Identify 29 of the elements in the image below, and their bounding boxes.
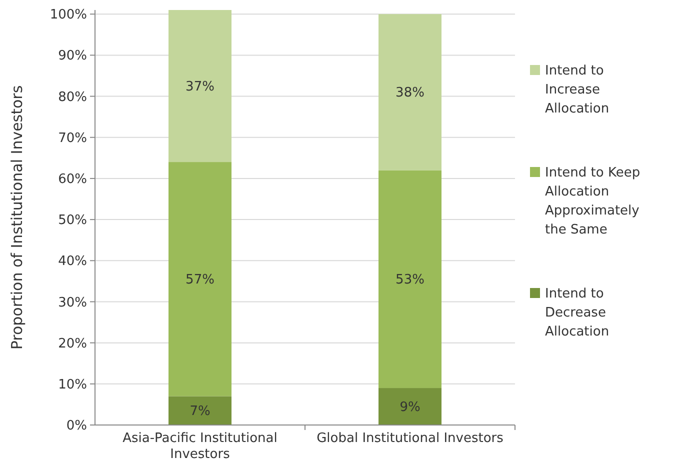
- y-tick-label: 60%: [58, 172, 87, 188]
- data-label: 9%: [400, 400, 420, 416]
- y-tick-label: 100%: [50, 8, 87, 23]
- legend-label: Intend to Increase Allocation: [545, 64, 610, 117]
- y-tick-label: 80%: [58, 90, 87, 105]
- y-tick-label: 70%: [58, 130, 87, 146]
- y-tick-label: 10%: [58, 377, 87, 392]
- bar: [378, 388, 442, 425]
- y-tick-label: 50%: [58, 213, 87, 228]
- legend-label: Intend to Decrease Allocation: [545, 286, 610, 340]
- y-tick-label: 40%: [58, 254, 87, 270]
- legend-label: Intend to Keep Allocation Approximately the Same: [545, 166, 640, 238]
- y-tick-label: 0%: [66, 418, 87, 434]
- bar: [168, 396, 232, 425]
- data-label: 38%: [396, 86, 424, 101]
- y-tick-label: 90%: [58, 48, 87, 64]
- data-label: 37%: [186, 80, 214, 95]
- bar: [168, 162, 232, 396]
- bar: [378, 170, 442, 388]
- data-label: 53%: [396, 272, 424, 288]
- data-label: 7%: [190, 404, 210, 420]
- x-tick-label: Global Institutional Investors: [316, 431, 504, 446]
- y-tick-label: 20%: [58, 336, 87, 352]
- data-label: 57%: [186, 272, 214, 288]
- x-tick-label: Asia-Pacific Institutional Investors: [122, 431, 278, 462]
- y-tick-label: 30%: [58, 295, 87, 310]
- bar: [378, 14, 442, 170]
- bar: [168, 10, 232, 162]
- y-axis-title: Proportion of Institutional Investors: [8, 85, 26, 350]
